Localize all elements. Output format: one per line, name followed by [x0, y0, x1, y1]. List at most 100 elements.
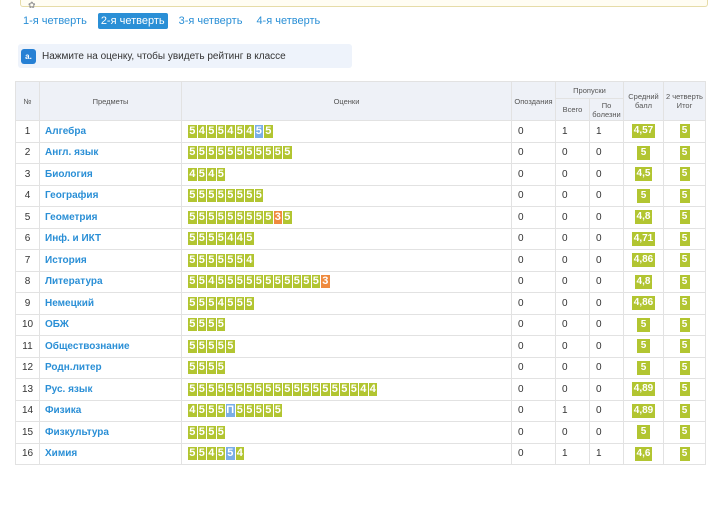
grade-badge[interactable]: 5 [302, 382, 311, 396]
grade-badge[interactable]: 5 [188, 210, 197, 224]
grade-badge[interactable]: 5 [216, 167, 225, 181]
tab-quarter-2[interactable]: 2-я четверть [97, 13, 168, 29]
subject-link[interactable]: Физкультура [39, 421, 182, 444]
grade-badge[interactable]: 5 [226, 382, 235, 396]
grade-badge[interactable]: 4 [226, 232, 235, 246]
subject-link[interactable]: Биология [39, 163, 182, 186]
grade-badge[interactable]: 5 [226, 447, 235, 461]
grade-badge[interactable]: 5 [197, 296, 206, 310]
grade-badge[interactable]: 5 [197, 318, 206, 332]
grade-badge[interactable]: 5 [207, 232, 216, 246]
grade-badge[interactable]: 5 [292, 275, 301, 289]
grade-badge[interactable]: 4 [216, 296, 225, 310]
tab-quarter-4[interactable]: 4-я четверть [256, 15, 321, 27]
grade-badge[interactable]: 4 [235, 447, 244, 461]
grade-badge[interactable]: 5 [197, 339, 206, 353]
grade-badge[interactable]: 5 [188, 232, 197, 246]
grade-badge[interactable]: 5 [254, 404, 263, 418]
grade-badge[interactable]: 5 [197, 189, 206, 203]
grade-badge[interactable]: 5 [264, 124, 273, 138]
grade-badge[interactable]: 5 [197, 146, 206, 160]
grade-badge[interactable]: 5 [188, 275, 197, 289]
grade-badge[interactable]: 5 [197, 232, 206, 246]
grade-badge[interactable]: 4 [188, 404, 197, 418]
grade-badge[interactable]: 5 [188, 382, 197, 396]
subject-link[interactable]: Обществознание [39, 335, 182, 358]
grade-badge[interactable]: 5 [254, 146, 263, 160]
grade-badge[interactable]: 5 [283, 382, 292, 396]
grade-badge[interactable]: 5 [245, 146, 254, 160]
grade-badge[interactable]: 5 [254, 382, 263, 396]
grade-badge[interactable]: 5 [216, 253, 225, 267]
grade-badge[interactable]: 5 [245, 296, 254, 310]
subject-link[interactable]: География [39, 184, 182, 207]
grade-badge[interactable]: 5 [188, 253, 197, 267]
tab-quarter-1[interactable]: 1-я четверть [23, 15, 87, 27]
grade-badge[interactable]: 5 [216, 210, 225, 224]
grade-badge[interactable]: 5 [188, 124, 197, 138]
grade-badge[interactable]: 5 [197, 425, 206, 439]
grade-badge[interactable]: 3 [273, 210, 282, 224]
grade-badge[interactable]: 5 [292, 382, 301, 396]
grade-badge[interactable]: 5 [235, 189, 244, 203]
grade-badge[interactable]: 5 [226, 253, 235, 267]
grade-badge[interactable]: 5 [235, 253, 244, 267]
grade-badge[interactable]: 5 [188, 425, 197, 439]
grade-badge[interactable]: 5 [235, 124, 244, 138]
grade-badge[interactable]: 5 [302, 275, 311, 289]
grade-badge[interactable]: 5 [273, 146, 282, 160]
grade-badge[interactable]: 5 [197, 404, 206, 418]
subject-link[interactable]: Рус. язык [39, 378, 182, 401]
grade-badge[interactable]: 5 [216, 425, 225, 439]
grade-badge[interactable]: 5 [216, 232, 225, 246]
grade-badge[interactable]: 5 [197, 447, 206, 461]
grade-badge[interactable]: 5 [235, 296, 244, 310]
grade-badge[interactable]: 4 [245, 124, 254, 138]
grade-badge[interactable]: 5 [207, 210, 216, 224]
grade-badge[interactable]: 5 [254, 275, 263, 289]
grade-badge[interactable]: 4 [359, 382, 368, 396]
subject-link[interactable]: Геометрия [39, 206, 182, 229]
grade-badge[interactable]: 5 [197, 382, 206, 396]
grade-badge[interactable]: 5 [235, 404, 244, 418]
grade-badge[interactable]: 5 [216, 146, 225, 160]
grade-badge[interactable]: 5 [245, 382, 254, 396]
grade-badge[interactable]: 5 [235, 146, 244, 160]
grade-badge[interactable]: 5 [188, 339, 197, 353]
grade-badge[interactable]: 3 [321, 275, 330, 289]
grade-badge[interactable]: 5 [197, 210, 206, 224]
grade-badge[interactable]: 5 [245, 404, 254, 418]
grade-badge[interactable]: 5 [330, 382, 339, 396]
grade-badge[interactable]: 5 [245, 189, 254, 203]
grade-badge[interactable]: 4 [188, 167, 197, 181]
grade-badge[interactable]: 5 [273, 382, 282, 396]
grade-badge[interactable]: 4 [197, 124, 206, 138]
grade-badge[interactable]: 5 [216, 361, 225, 375]
grade-badge[interactable]: 5 [207, 382, 216, 396]
grade-badge[interactable]: 5 [197, 253, 206, 267]
grade-badge[interactable]: 5 [264, 275, 273, 289]
subject-link[interactable]: Родн.литер [39, 356, 182, 379]
grade-badge[interactable]: 5 [207, 189, 216, 203]
subject-link[interactable]: Инф. и ИКТ [39, 227, 182, 250]
grade-badge[interactable]: 5 [197, 361, 206, 375]
grade-badge[interactable]: 5 [188, 361, 197, 375]
grade-badge[interactable]: 4 [207, 275, 216, 289]
grade-badge[interactable]: 4 [235, 232, 244, 246]
grade-badge[interactable]: 5 [216, 275, 225, 289]
grade-badge[interactable]: 5 [197, 275, 206, 289]
grade-badge[interactable]: 5 [254, 124, 263, 138]
grade-badge[interactable]: 5 [207, 318, 216, 332]
grade-badge[interactable]: 5 [216, 339, 225, 353]
grade-badge[interactable]: П [226, 404, 235, 418]
grade-badge[interactable]: 5 [264, 404, 273, 418]
grade-badge[interactable]: 5 [226, 275, 235, 289]
tab-quarter-3[interactable]: 3-я четверть [178, 15, 243, 27]
grade-badge[interactable]: 5 [264, 210, 273, 224]
grade-badge[interactable]: 5 [207, 253, 216, 267]
grade-badge[interactable]: 5 [226, 189, 235, 203]
grade-badge[interactable]: 5 [226, 339, 235, 353]
grade-badge[interactable]: 5 [216, 124, 225, 138]
grade-badge[interactable]: 5 [226, 146, 235, 160]
subject-link[interactable]: Немецкий [39, 292, 182, 315]
